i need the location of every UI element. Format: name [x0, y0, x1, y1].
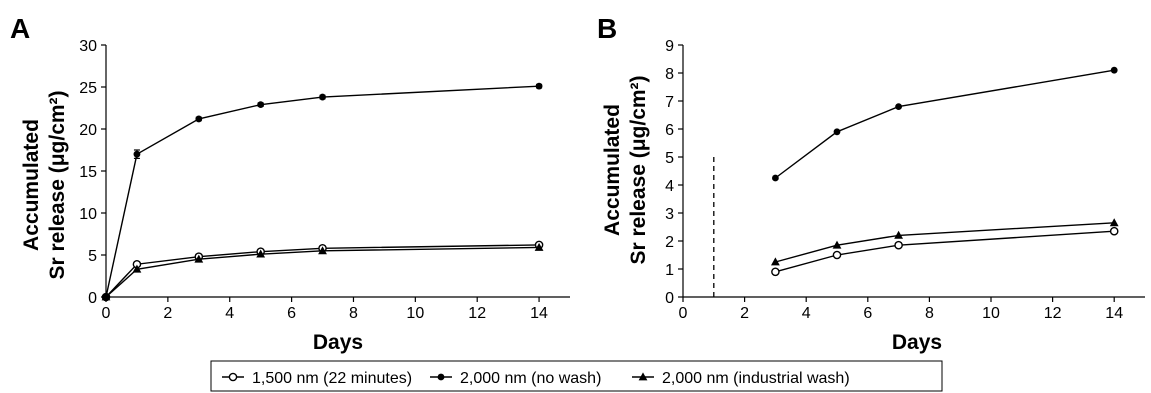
legend-item-2-000-nm-industrial-wash: 2,000 nm (industrial wash)	[632, 370, 850, 387]
panel-b-data-point	[1109, 218, 1119, 227]
panel-b-data-point	[1110, 66, 1118, 74]
panel-a-y-tick-label: 15	[79, 164, 97, 181]
panel-label-b: B	[597, 13, 617, 44]
legend-marker	[228, 372, 238, 382]
panel-b-x-tick-label: 8	[925, 305, 934, 322]
panel-a-series-line	[105, 246, 540, 298]
legend-marker	[437, 373, 445, 381]
panel-a-data-point	[101, 292, 111, 301]
panel-a-data-point	[319, 93, 326, 101]
legend-box	[210, 360, 943, 392]
panel-b-y-tick-label: 8	[665, 66, 674, 83]
panel-b-data-point	[894, 240, 903, 250]
panel-b-y-tick-label: 3	[665, 206, 674, 223]
panel-b-data-point	[833, 128, 841, 136]
panel-a-series-line	[105, 244, 540, 298]
panel-b-x-tick-label: 4	[802, 305, 811, 322]
panel-b-x-tick-label: 14	[1105, 305, 1123, 322]
panel-a-series-2-000-nm-no-wash	[102, 82, 543, 301]
panel-a-data-point	[195, 115, 203, 123]
panel-b-series-2-000-nm-industrial-wash	[771, 218, 1119, 266]
panel-a-x-tick-label: 0	[102, 305, 111, 322]
panel-a-x-tick-label: 12	[468, 305, 486, 322]
legend-marker	[638, 372, 648, 381]
panel-b-x-tick-label: 10	[982, 305, 1000, 322]
legend-label: 2,000 nm (industrial wash)	[662, 370, 850, 387]
panel-b-series-1-500-nm-22-minutes	[771, 226, 1119, 277]
panel-b-x-tick-label: 2	[740, 305, 749, 322]
panel-b-y-tick-label: 6	[665, 122, 674, 139]
legend-label: 1,500 nm (22 minutes)	[252, 370, 412, 387]
panel-a-ylabel-line1: Accumulated	[20, 119, 43, 251]
panel-b-x-tick-label: 6	[863, 305, 872, 322]
panel-a-y-tick-label: 5	[88, 248, 97, 265]
panel-a-ylabel-line2: Sr release (μg/cm²)	[46, 90, 69, 279]
panel-a-plot: 0 2 4 6 8 10 12 14 0 5 10 15 20 25 30	[79, 38, 570, 322]
panel-b-y-tick-label: 9	[665, 38, 674, 55]
panel-a-x-tick-label: 6	[287, 305, 296, 322]
panel-a-data-point	[535, 82, 543, 90]
panel-label-a: A	[10, 13, 30, 44]
panel-a-data-point	[133, 150, 141, 158]
panel-a-y-tick-label: 20	[79, 122, 97, 139]
panel-a-data-point	[318, 246, 327, 255]
panel-a-xlabel: Days	[313, 331, 363, 354]
panel-a-x-tick-label: 2	[163, 305, 172, 322]
panel-b-data-point	[1109, 226, 1119, 236]
panel-b-data-point	[772, 174, 779, 182]
panel-b-data-point	[771, 267, 780, 277]
panel-b-data-point	[832, 250, 842, 260]
legend-item-1-500-nm-22-minutes: 1,500 nm (22 minutes)	[222, 370, 412, 387]
panel-a-y-tick-label: 30	[79, 38, 97, 55]
panel-a-data-point	[132, 264, 142, 273]
panel-b-data-point	[894, 230, 903, 239]
legend: 1,500 nm (22 minutes) 2,000 nm (no wash) 2…	[210, 360, 943, 392]
panel-a-x-tick-label: 10	[406, 305, 424, 322]
panel-b-data-point	[895, 103, 902, 110]
legend-label: 2,000 nm (no wash)	[460, 370, 601, 387]
panel-b-y-tick-label: 2	[665, 234, 674, 251]
panel-b-y-tick-label: 0	[665, 290, 674, 307]
panel-b-y-tick-label: 1	[665, 262, 674, 279]
panel-a-y-tick-label: 10	[79, 206, 97, 223]
panel-b-series-line	[775, 230, 1115, 273]
panel-b-ylabel-line2: Sr release (μg/cm²)	[627, 75, 650, 264]
panel-a-data-point	[194, 254, 204, 263]
panel-b-x-tick-label: 12	[1044, 305, 1062, 322]
legend-item-2-000-nm-no-wash: 2,000 nm (no wash)	[430, 370, 601, 387]
panel-a-y-tick-label: 0	[88, 290, 97, 307]
panel-b-x-tick-label: 0	[679, 305, 688, 322]
panel-b-y-tick-label: 7	[665, 94, 674, 111]
panel-a-y-tick-label: 25	[79, 80, 97, 97]
panel-a-x-tick-label: 14	[530, 305, 548, 322]
panel-b-xlabel: Days	[892, 331, 942, 354]
panel-b-series-line	[775, 222, 1115, 263]
panel-b-y-tick-label: 4	[665, 178, 674, 195]
panel-b-series-2-000-nm-no-wash	[772, 66, 1118, 182]
panel-a-series-line	[105, 85, 540, 298]
panel-b-series-line	[774, 69, 1115, 179]
panel-b-data-point	[771, 257, 780, 266]
panel-b-ylabel-line1: Accumulated	[601, 104, 624, 236]
panel-b-data-point	[832, 240, 842, 249]
panel-a-x-tick-label: 4	[225, 305, 234, 322]
panel-a-data-point	[256, 249, 266, 258]
panel-a-data-point	[534, 242, 544, 251]
panel-b-y-tick-label: 5	[665, 150, 674, 167]
panel-a-series-2-000-nm-industrial-wash	[101, 242, 544, 301]
panel-a-x-tick-label: 8	[349, 305, 358, 322]
panel-a-data-point	[257, 101, 265, 109]
